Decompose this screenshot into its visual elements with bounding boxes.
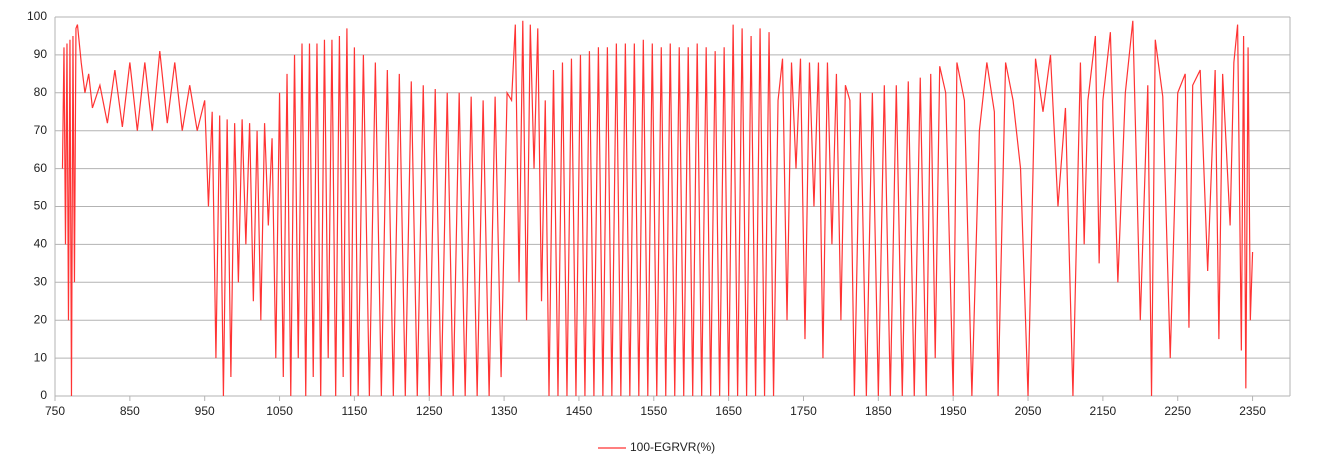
x-tick-label: 1650 bbox=[715, 404, 742, 418]
x-tick-label: 950 bbox=[195, 404, 215, 418]
y-tick-label: 40 bbox=[34, 237, 48, 251]
y-tick-label: 100 bbox=[27, 9, 47, 23]
data-line bbox=[61, 20, 1254, 397]
x-tick-label: 1150 bbox=[341, 404, 367, 418]
legend-label: 100-EGRVR(%) bbox=[630, 440, 715, 454]
y-tick-label: 50 bbox=[34, 199, 48, 213]
y-tick-label: 90 bbox=[34, 47, 48, 61]
x-tick-label: 1550 bbox=[640, 404, 667, 418]
y-tick-label: 30 bbox=[34, 274, 48, 288]
y-tick-label: 0 bbox=[40, 388, 47, 402]
x-tick-label: 1950 bbox=[940, 404, 967, 418]
y-tick-label: 10 bbox=[34, 350, 48, 364]
x-tick-label: 1250 bbox=[416, 404, 443, 418]
y-tick-label: 80 bbox=[34, 85, 48, 99]
x-tick-label: 1850 bbox=[865, 404, 892, 418]
x-tick-label: 1750 bbox=[790, 404, 817, 418]
x-tick-label: 2250 bbox=[1164, 404, 1191, 418]
x-tick-label: 1350 bbox=[491, 404, 518, 418]
y-tick-label: 70 bbox=[34, 123, 48, 137]
y-tick-label: 20 bbox=[34, 312, 48, 326]
x-tick-label: 850 bbox=[120, 404, 140, 418]
x-tick-label: 2150 bbox=[1090, 404, 1117, 418]
x-tick-label: 1050 bbox=[266, 404, 293, 418]
x-tick-label: 2350 bbox=[1239, 404, 1266, 418]
y-tick-label: 60 bbox=[34, 161, 48, 175]
x-tick-label: 2050 bbox=[1015, 404, 1042, 418]
x-tick-label: 1450 bbox=[566, 404, 593, 418]
x-tick-label: 750 bbox=[45, 404, 65, 418]
